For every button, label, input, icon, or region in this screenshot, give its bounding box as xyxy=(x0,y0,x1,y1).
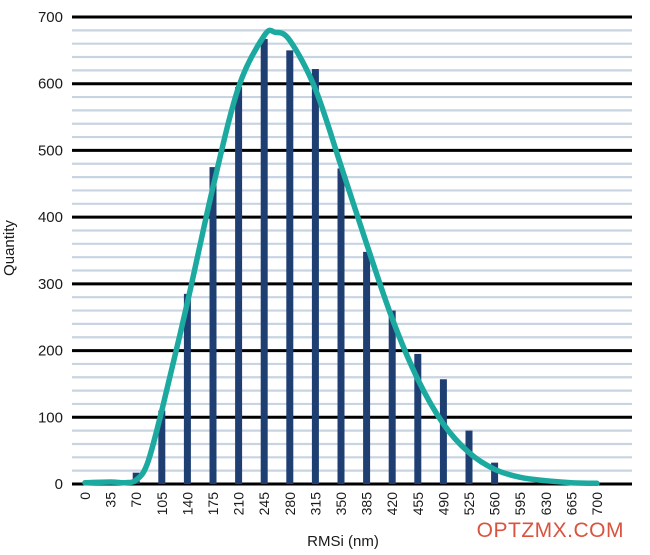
x-tick-label: 490 xyxy=(435,492,451,516)
bar xyxy=(235,87,243,485)
x-tick-label: 700 xyxy=(589,492,605,516)
bar xyxy=(388,310,396,484)
axis-layer: 0 100 200 300 400 500 600 700 0 35 70 105 140 175 210 2… xyxy=(38,9,605,515)
x-tick-label: 385 xyxy=(359,492,375,516)
x-tick-label: 210 xyxy=(231,492,247,516)
bar xyxy=(311,69,319,484)
bar xyxy=(209,167,217,484)
bar xyxy=(363,251,371,484)
bar xyxy=(158,410,166,484)
bar xyxy=(183,293,191,484)
y-tick-label: 500 xyxy=(38,142,63,159)
x-tick-label: 245 xyxy=(256,492,272,516)
grid-layer xyxy=(72,15,632,486)
curve-layer xyxy=(82,27,600,487)
x-tick-label: 630 xyxy=(538,492,554,516)
bar xyxy=(260,39,268,484)
y-tick-label: 100 xyxy=(38,409,63,426)
bar xyxy=(465,430,473,484)
bar xyxy=(286,50,294,484)
x-tick-label: 140 xyxy=(179,492,195,516)
watermark: OPTZMX.COM xyxy=(476,519,624,542)
x-tick-label: 420 xyxy=(384,492,400,516)
y-tick-label: 400 xyxy=(38,209,63,226)
fitted-curve xyxy=(82,27,600,487)
x-tick-label: 525 xyxy=(461,492,477,516)
x-tick-label: 0 xyxy=(77,492,93,500)
y-tick-label: 600 xyxy=(38,76,63,93)
x-tick-label: 595 xyxy=(512,492,528,516)
y-tick-label: 700 xyxy=(38,9,63,26)
x-tick-label: 350 xyxy=(333,492,349,516)
bar xyxy=(491,462,499,484)
y-tick-label: 300 xyxy=(38,276,63,293)
bars-layer xyxy=(132,39,499,485)
bar xyxy=(439,379,447,484)
bar xyxy=(414,353,422,484)
y-tick-label: 0 xyxy=(55,476,63,493)
x-tick-label: 560 xyxy=(487,492,503,516)
x-tick-label: 455 xyxy=(410,492,426,516)
x-tick-label: 175 xyxy=(205,492,221,516)
x-tick-label: 35 xyxy=(103,492,119,508)
x-axis-label: RMSi (nm) xyxy=(307,533,379,550)
x-tick-label: 70 xyxy=(128,492,144,508)
x-tick-label: 280 xyxy=(282,492,298,516)
y-axis-label: Quantity xyxy=(1,220,18,276)
y-tick-label: 200 xyxy=(38,343,63,360)
bar xyxy=(337,168,345,485)
x-tick-label: 105 xyxy=(154,492,170,516)
x-tick-label: 665 xyxy=(563,492,579,516)
x-tick-label: 315 xyxy=(307,492,323,516)
